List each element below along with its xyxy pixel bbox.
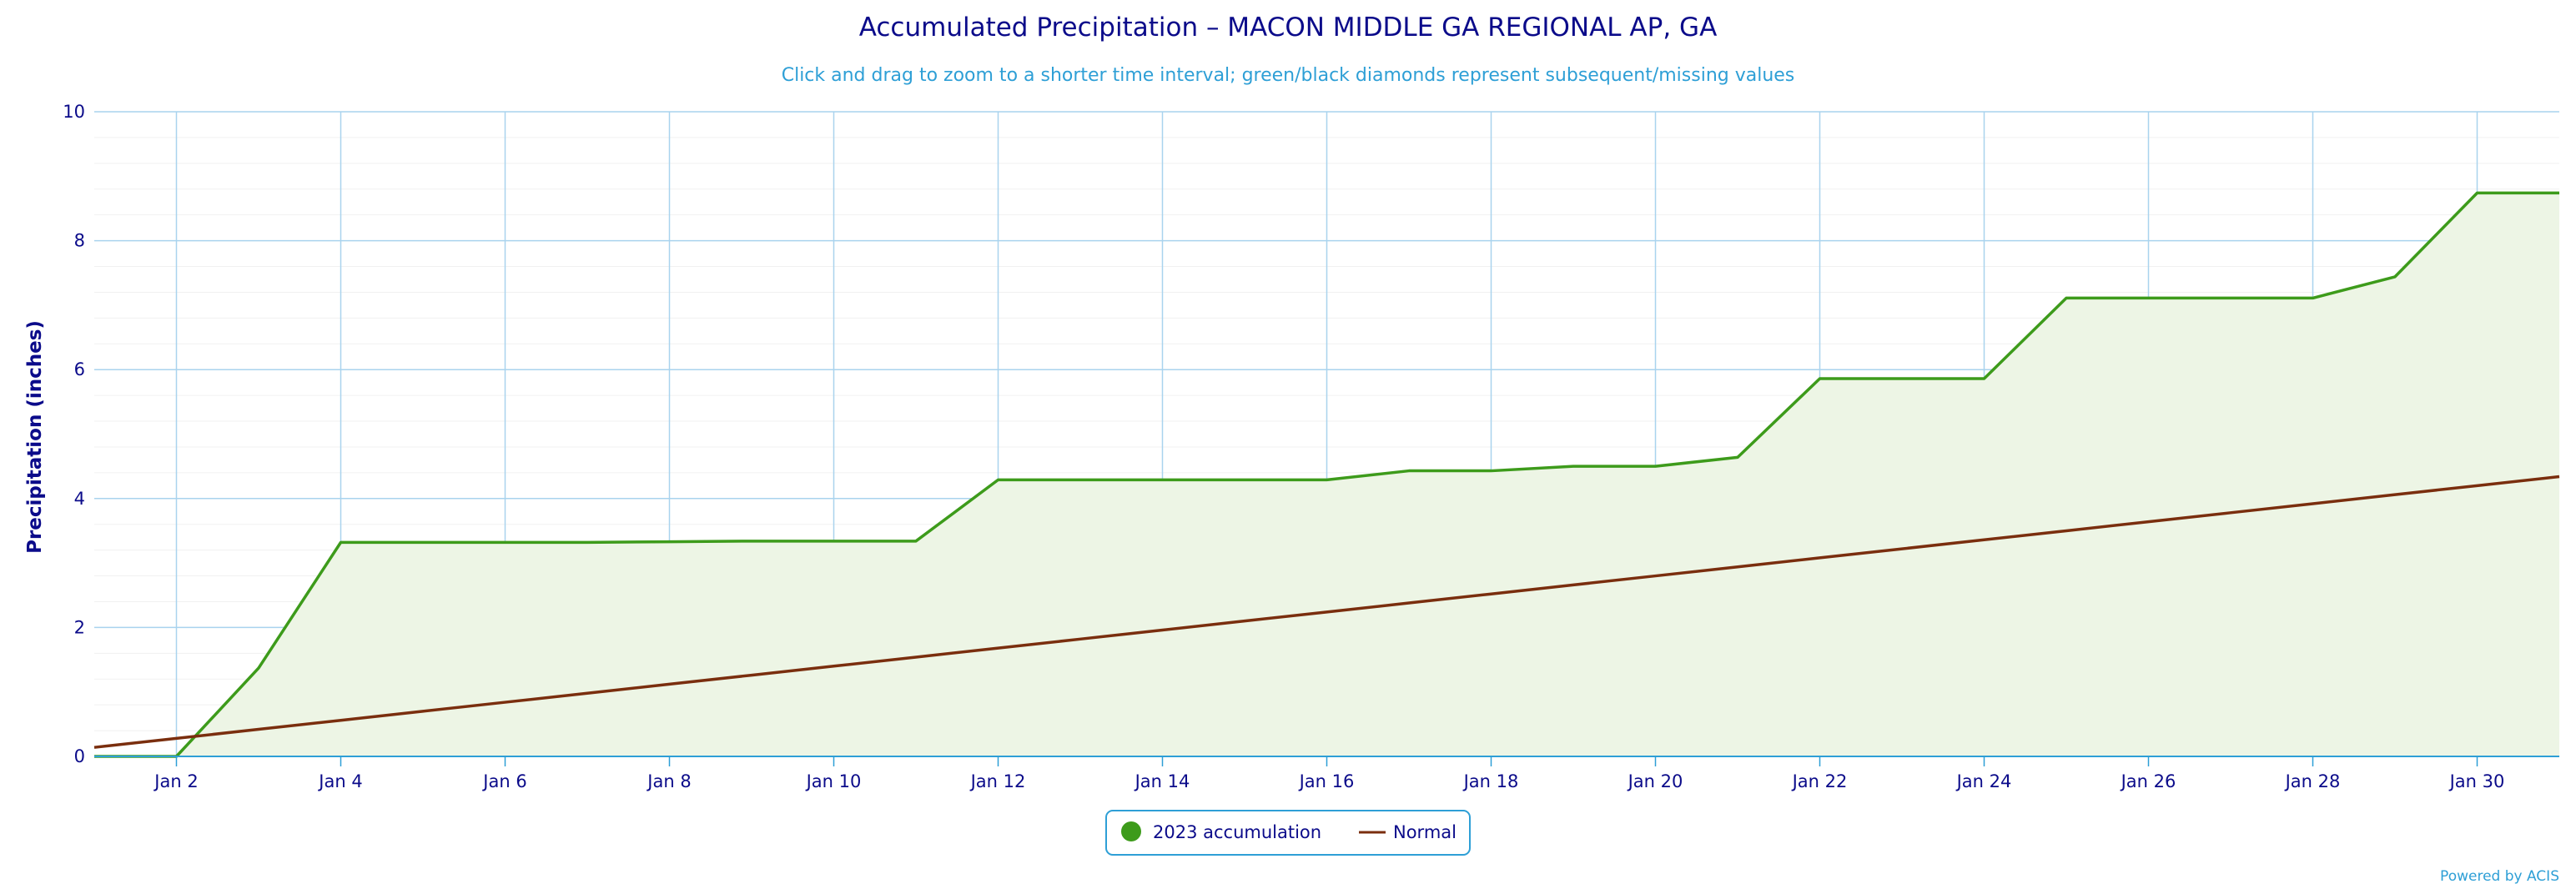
y-axis-label: Precipitation (inches) [24,320,46,554]
x-tick-label: Jan 28 [2284,771,2341,791]
x-tick-label: Jan 16 [1298,771,1355,791]
y-tick-label: 4 [74,489,85,509]
legend-label-accumulation: 2023 accumulation [1153,822,1321,842]
x-tick-label: Jan 22 [1791,771,1848,791]
credits-link[interactable]: Powered by ACIS [2440,868,2559,885]
y-tick-label: 2 [74,617,85,637]
legend-marker-accumulation [1121,821,1141,841]
x-tick-label: Jan 4 [317,771,362,791]
x-tick-label: Jan 14 [1134,771,1190,791]
y-tick-label: 10 [63,102,85,122]
series-line-normal[interactable] [93,475,2560,749]
y-tick-label: 0 [74,746,85,766]
chart-subtitle: Click and drag to zoom to a shorter time… [782,65,1795,86]
series-line-2023-accumulation[interactable] [94,191,2559,758]
y-tick-label: 8 [74,231,85,251]
x-tick-label: Jan 30 [2448,771,2505,791]
legend-label-normal: Normal [1393,822,1457,842]
legend: 2023 accumulation Normal [1105,810,1471,856]
plot-area[interactable]: Jan 2 Jan 4 Jan 6 Jan 8 Jan 10 Jan 12 Jan 14 Ja… [63,102,2560,791]
legend-item-normal[interactable]: Normal [1359,822,1457,842]
x-tick-label: Jan 10 [805,771,862,791]
x-tick-label: Jan 2 [153,771,198,791]
chart-title: Accumulated Precipitation – MACON MIDDLE… [859,13,1718,43]
x-tick-label: Jan 24 [1955,771,2012,791]
x-tick-label: Jan 6 [481,771,526,791]
legend-item-accumulation[interactable]: 2023 accumulation [1121,821,1321,842]
legend-box [1105,810,1471,856]
x-tick-label: Jan 12 [969,771,1026,791]
x-tick-label: Jan 26 [2120,771,2176,791]
series-area-2023-accumulation [94,193,2559,756]
x-tick-label: Jan 18 [1462,771,1519,791]
x-tick-label: Jan 20 [1627,771,1683,791]
y-tick-label: 6 [74,359,85,379]
x-tick-label: Jan 8 [646,771,691,791]
